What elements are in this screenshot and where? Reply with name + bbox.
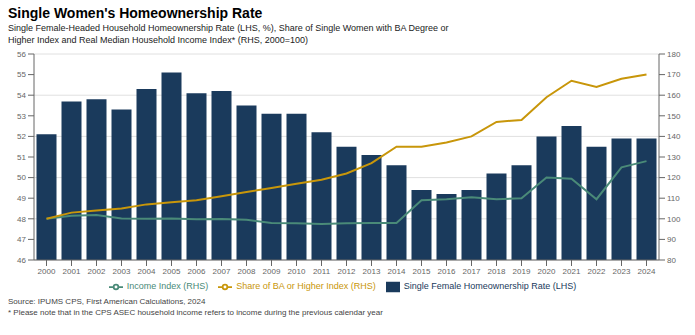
svg-text:2001: 2001 bbox=[63, 267, 81, 276]
svg-text:51: 51 bbox=[17, 153, 26, 162]
svg-text:80: 80 bbox=[667, 256, 676, 265]
html-text:Higher Index and Real Median H: Higher Index and Real Median Household I… bbox=[8, 35, 308, 45]
svg-text:49: 49 bbox=[17, 194, 26, 203]
svg-text:110: 110 bbox=[667, 194, 680, 203]
svg-text:2013: 2013 bbox=[363, 267, 381, 276]
svg-text:2000: 2000 bbox=[38, 267, 56, 276]
svg-text:90: 90 bbox=[667, 235, 676, 244]
svg-text:2014: 2014 bbox=[388, 267, 406, 276]
svg-text:2012: 2012 bbox=[338, 267, 356, 276]
svg-text:53: 53 bbox=[17, 112, 26, 121]
svg-text:46: 46 bbox=[17, 256, 26, 265]
svg-text:2011: 2011 bbox=[313, 267, 331, 276]
svg-text:2004: 2004 bbox=[138, 267, 156, 276]
svg-text:2023: 2023 bbox=[613, 267, 631, 276]
svg-text:120: 120 bbox=[667, 173, 681, 182]
svg-text:2019: 2019 bbox=[513, 267, 531, 276]
html-text:Single Female Homeownership Ra: Single Female Homeownership Rate (LHS) bbox=[403, 281, 577, 292]
svg-text:47: 47 bbox=[17, 235, 26, 244]
svg-text:48: 48 bbox=[17, 215, 26, 224]
html-text:Income Index (RHS): Income Index (RHS) bbox=[126, 281, 209, 292]
svg-text:56: 56 bbox=[17, 50, 26, 59]
svg-text:150: 150 bbox=[667, 112, 681, 121]
svg-text:2010: 2010 bbox=[288, 267, 306, 276]
svg-text:2018: 2018 bbox=[488, 267, 506, 276]
svg-text:54: 54 bbox=[17, 91, 26, 100]
svg-text:130: 130 bbox=[667, 153, 681, 162]
svg-text:50: 50 bbox=[17, 173, 26, 182]
html-text:Single Female-Headed Household: Single Female-Headed Household Homeowner… bbox=[8, 23, 449, 33]
svg-text:100: 100 bbox=[667, 215, 681, 224]
svg-text:2017: 2017 bbox=[463, 267, 481, 276]
html-text:Share of BA or Higher Index (R: Share of BA or Higher Index (RHS) bbox=[236, 281, 376, 292]
svg-text:180: 180 bbox=[667, 50, 681, 59]
svg-text:2021: 2021 bbox=[563, 267, 581, 276]
svg-text:2009: 2009 bbox=[263, 267, 281, 276]
svg-text:2016: 2016 bbox=[438, 267, 456, 276]
svg-text:140: 140 bbox=[667, 132, 681, 141]
svg-text:55: 55 bbox=[17, 70, 26, 79]
html-text:Source: IPUMS CPS, First Ameri: Source: IPUMS CPS, First American Calcul… bbox=[8, 297, 206, 306]
svg-text:2005: 2005 bbox=[163, 267, 181, 276]
svg-text:2002: 2002 bbox=[88, 267, 106, 276]
svg-text:2008: 2008 bbox=[238, 267, 256, 276]
svg-text:52: 52 bbox=[17, 132, 26, 141]
svg-text:2003: 2003 bbox=[113, 267, 131, 276]
svg-text:160: 160 bbox=[667, 91, 681, 100]
svg-text:170: 170 bbox=[667, 70, 681, 79]
html-text:* Please note that in the CPS: * Please note that in the CPS ASEC house… bbox=[8, 308, 383, 317]
svg-text:2006: 2006 bbox=[188, 267, 206, 276]
svg-text:2007: 2007 bbox=[213, 267, 231, 276]
html-text:Single Women's Homeownership R: Single Women's Homeownership Rate bbox=[8, 5, 263, 21]
svg-text:2022: 2022 bbox=[588, 267, 606, 276]
svg-text:2020: 2020 bbox=[538, 267, 556, 276]
svg-text:2024: 2024 bbox=[638, 267, 656, 276]
svg-text:2015: 2015 bbox=[413, 267, 431, 276]
